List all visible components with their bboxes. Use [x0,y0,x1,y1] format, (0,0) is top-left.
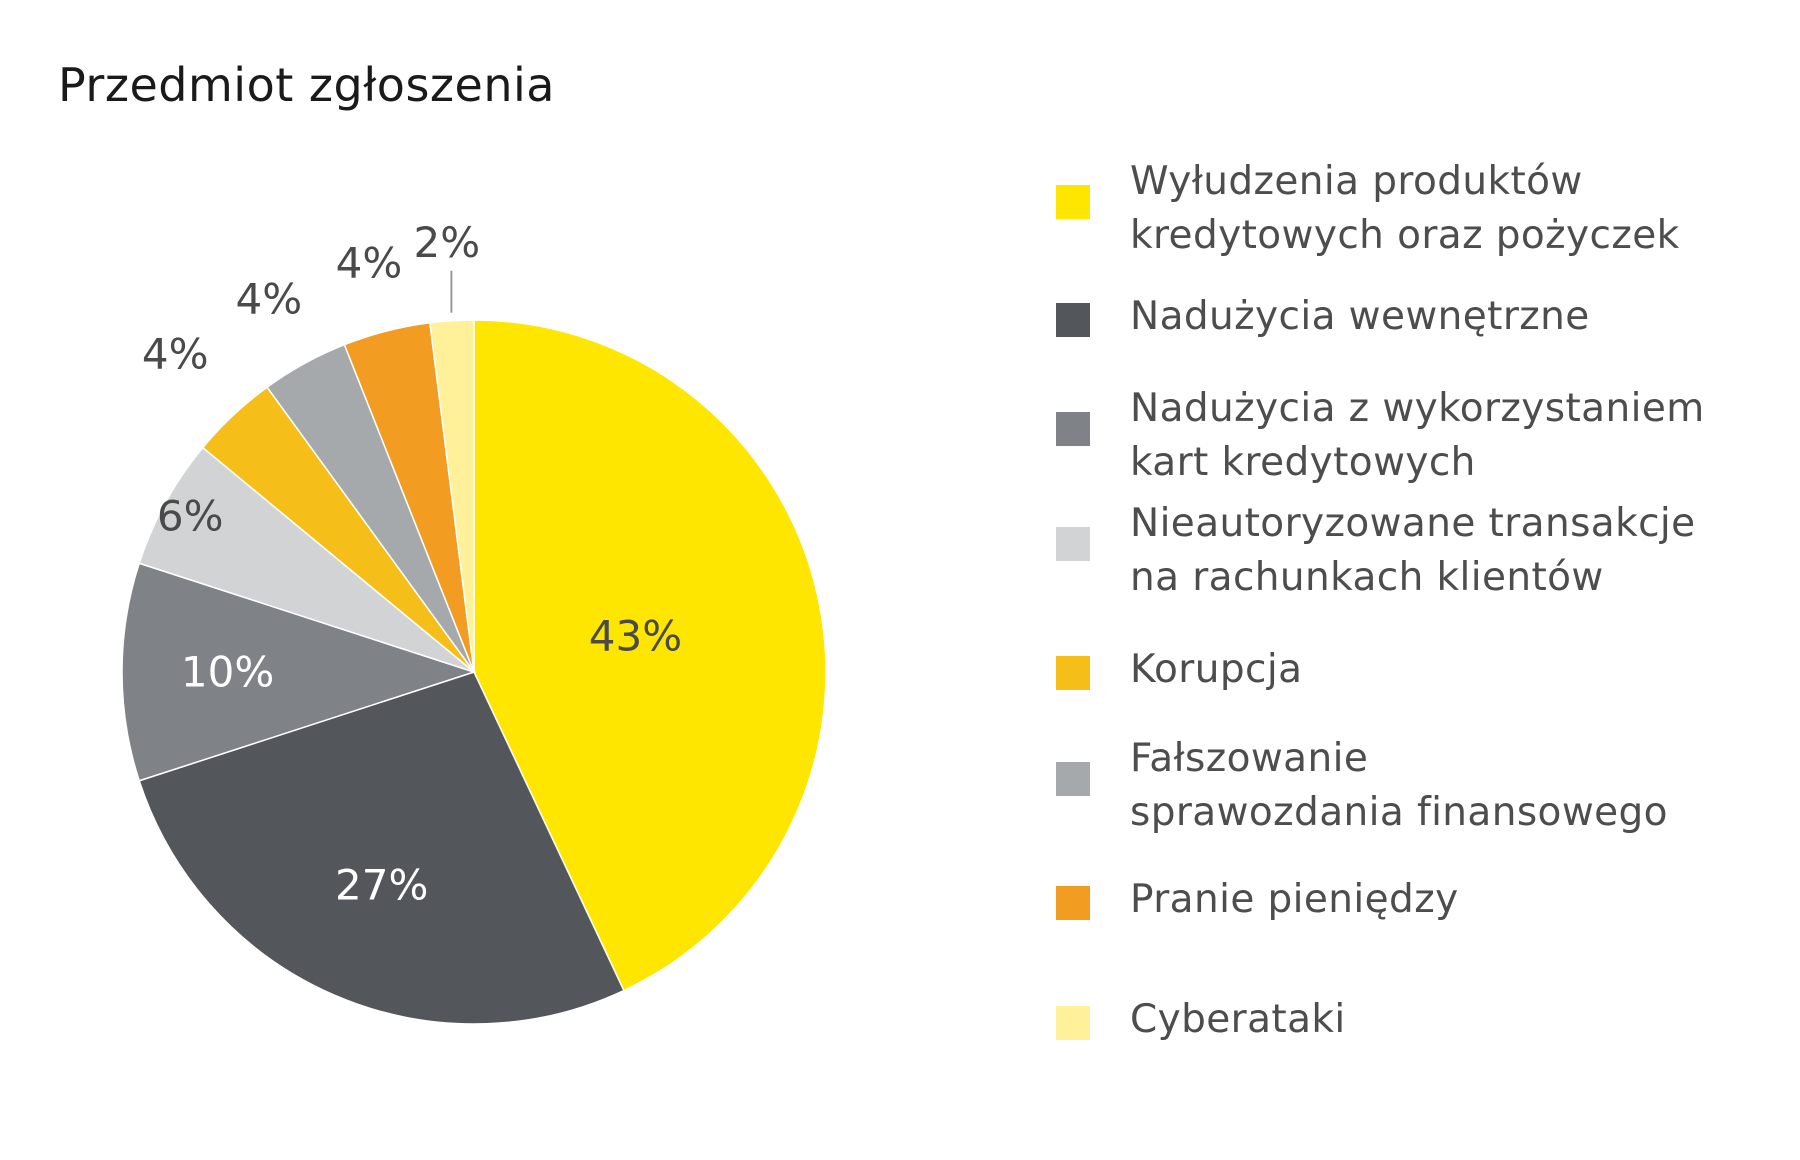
legend-label-line: kart kredytowych [1130,440,1476,485]
legend-label: Nieautoryzowane transakcje na rachunkach … [1130,497,1770,605]
legend-swatch [1056,1006,1090,1040]
legend-label: Nadużycia z wykorzystaniem kart kredytowy… [1130,382,1770,490]
legend-swatch [1056,527,1090,561]
data-label-falszowanie-sprawozdania-finansowego: 4% [235,274,302,323]
data-label-naduzycia-wewnetrzne: 27% [335,861,428,910]
data-label-korupcja: 4% [142,329,209,378]
legend-label: Pranie pieniędzy [1130,873,1770,927]
legend-label: Fałszowanie sprawozdania finansowego [1130,732,1770,840]
data-label-naduzycia-z-wykorzystaniem-kart-kredytowych: 10% [181,648,274,697]
legend-label: Nadużycia wewnętrzne [1130,290,1770,344]
pie-slice-wyludzenia-produktow-kredytowych-oraz-pozyczek [473,319,827,992]
legend-label: Wyłudzenia produktów kredytowych oraz poż… [1130,155,1770,263]
legend-swatch [1056,303,1090,337]
pie-slice-naduzycia-wewnetrzne [138,671,625,1025]
legend-label-line: kredytowych oraz pożyczek [1130,213,1680,258]
legend-label-line: Nadużycia wewnętrzne [1130,294,1590,339]
chart-title: Przedmiot zgłoszenia [58,58,555,112]
legend-label: Cyberataki [1130,993,1770,1047]
legend-swatch [1056,886,1090,920]
pie-slices [121,319,827,1025]
legend: Wyłudzenia produktów kredytowych oraz poż… [1056,0,1776,1160]
pie-data-labels: 43%27%10%6%4%4%4% 2% [142,218,682,910]
legend-label-line: Wyłudzenia produktów [1130,159,1583,204]
pie-slice-nieautoryzowane-transakcje-na-rachunkach-klientow [138,446,475,673]
pie-slice-naduzycia-z-wykorzystaniem-kart-kredytowych [121,562,477,782]
legend-label-line: Korupcja [1130,647,1303,692]
legend-label-line: Nadużycia z wykorzystaniem [1130,386,1705,431]
data-label-pranie-pieniedzy: 4% [336,238,403,287]
legend-swatch [1056,185,1090,219]
legend-label-line: Nieautoryzowane transakcje [1130,501,1696,546]
data-label-wyludzenia-produktow-kredytowych-oraz-pozyczek: 43% [589,611,682,660]
legend-label-line: Cyberataki [1130,997,1346,1042]
data-label-nieautoryzowane-transakcje-na-rachunkach-klientow: 6% [157,491,224,540]
legend-label-line: na rachunkach klientów [1130,555,1604,600]
data-label-cyberataki: 2% [413,218,480,267]
legend-label: Korupcja [1130,643,1770,697]
legend-swatch [1056,656,1090,690]
legend-label-line: Pranie pieniędzy [1130,877,1459,922]
pie-slice-cyberataki [429,319,475,673]
legend-swatch [1056,762,1090,796]
legend-swatch [1056,412,1090,446]
legend-label-line: sprawozdania finansowego [1130,790,1668,835]
legend-label-line: Fałszowanie [1130,736,1369,781]
